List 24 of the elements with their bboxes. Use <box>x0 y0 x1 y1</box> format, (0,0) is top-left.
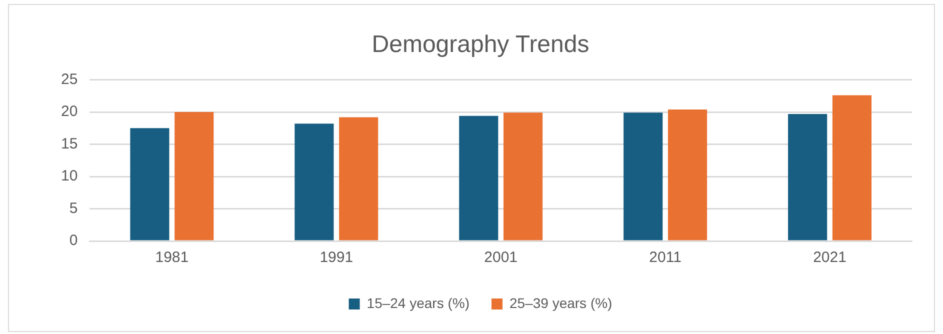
y-tick-label: 25 <box>60 70 78 88</box>
bar <box>668 109 708 240</box>
x-tick-label: 2001 <box>484 249 518 266</box>
bar <box>339 117 378 240</box>
bar <box>788 114 828 240</box>
bar <box>832 95 872 240</box>
bar <box>624 112 663 240</box>
x-tick-label: 2021 <box>813 249 846 266</box>
y-tick-label: 10 <box>60 168 78 185</box>
bar <box>130 128 170 240</box>
x-tick-label: 1991 <box>320 249 354 266</box>
x-tick-label: 2011 <box>649 249 682 266</box>
y-tick-label: 20 <box>60 103 78 120</box>
bar <box>174 112 214 240</box>
legend-label: 25–39 years (%) <box>510 294 612 311</box>
y-tick-label: 0 <box>69 232 78 250</box>
y-tick-label: 15 <box>60 135 78 152</box>
bar <box>294 124 334 240</box>
legend-label: 15–24 years (%) <box>366 294 470 311</box>
y-tick-label: 5 <box>69 200 78 217</box>
chart-title: Demography Trends <box>372 31 590 58</box>
x-tick-label: 1981 <box>155 249 189 266</box>
bar <box>504 112 543 240</box>
bar <box>459 116 498 240</box>
